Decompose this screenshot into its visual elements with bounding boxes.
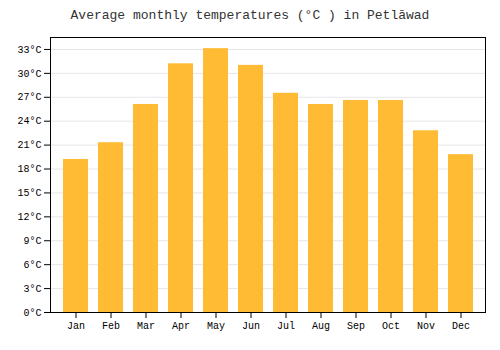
svg-text:Sep: Sep: [347, 321, 365, 332]
svg-text:12°C: 12°C: [17, 212, 41, 223]
svg-text:Nov: Nov: [417, 321, 435, 332]
svg-text:Mar: Mar: [137, 321, 155, 332]
html-text:Average monthly temperatures (: Average monthly temperatures (°C ) in Pe…: [70, 8, 430, 23]
svg-text:21°C: 21°C: [17, 140, 41, 151]
svg-text:15°C: 15°C: [17, 188, 41, 199]
svg-text:Jan: Jan: [67, 321, 85, 332]
svg-text:3°C: 3°C: [23, 284, 41, 295]
svg-text:24°C: 24°C: [17, 116, 41, 127]
svg-text:0°C: 0°C: [23, 308, 41, 319]
svg-text:Aug: Aug: [312, 321, 330, 332]
svg-text:6°C: 6°C: [23, 260, 41, 271]
svg-text:Jun: Jun: [242, 321, 260, 332]
svg-text:27°C: 27°C: [17, 92, 41, 103]
svg-text:Feb: Feb: [102, 321, 120, 332]
svg-text:May: May: [207, 321, 225, 332]
svg-text:33°C: 33°C: [17, 45, 41, 56]
svg-text:Oct: Oct: [382, 321, 400, 332]
svg-text:Apr: Apr: [172, 321, 190, 332]
svg-text:18°C: 18°C: [17, 164, 41, 175]
svg-text:9°C: 9°C: [23, 236, 41, 247]
svg-text:Dec: Dec: [452, 321, 470, 332]
svg-text:30°C: 30°C: [17, 69, 41, 80]
svg-text:Jul: Jul: [277, 321, 295, 332]
